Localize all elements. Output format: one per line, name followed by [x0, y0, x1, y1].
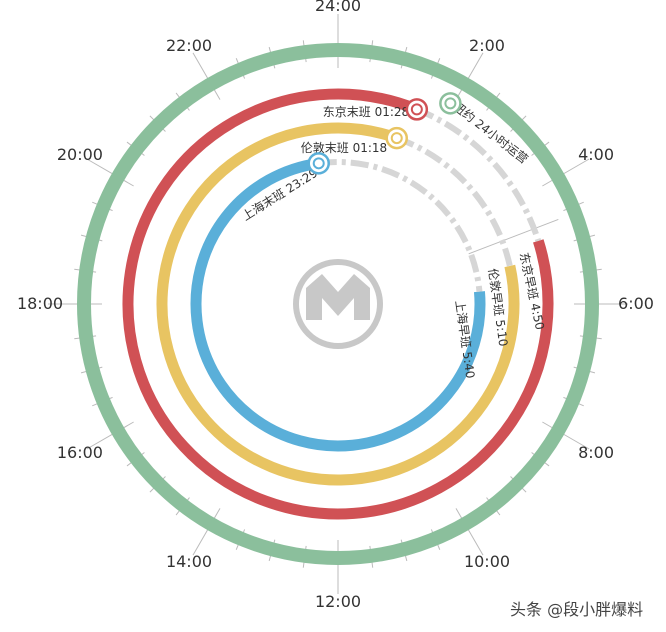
hour-label: 6:00 [618, 294, 654, 313]
hour-labels: 24:00 2:00 4:00 6:00 8:00 10:00 12:00 14:00 16:0… [17, 0, 654, 611]
service-rings [77, 43, 599, 565]
hour-label: 8:00 [578, 443, 614, 462]
london-underground-logo-icon [385, 126, 408, 150]
hour-spoke [468, 218, 559, 255]
hour-label: 14:00 [166, 552, 212, 571]
gap-tokyo [415, 106, 542, 242]
clock-tick [455, 52, 484, 100]
gap-london [395, 135, 513, 267]
hour-label: 4:00 [578, 145, 614, 164]
nyc-subway-logo-icon [439, 92, 462, 115]
no-service-gaps [318, 106, 542, 292]
ring-nyc [77, 43, 599, 565]
gap-shanghai [318, 159, 483, 292]
clock-tick [86, 421, 134, 450]
tokyo-metro-logo-icon [405, 98, 429, 121]
ring-london [156, 122, 520, 486]
hour-spokes [468, 218, 559, 255]
city-logos [307, 92, 462, 175]
hour-label: 22:00 [166, 36, 212, 55]
watermark-text: 头条 @段小胖爆料 [510, 600, 644, 619]
clock-tick [192, 52, 221, 100]
clock-tick [86, 158, 134, 187]
hour-label: 20:00 [57, 145, 103, 164]
clock-tick [192, 508, 221, 556]
hour-label: 18:00 [17, 294, 63, 313]
clock-tick [542, 421, 590, 450]
hour-label: 2:00 [469, 36, 505, 55]
hour-label: 16:00 [57, 443, 103, 462]
ring-tokyo [122, 88, 554, 520]
hour-label: 24:00 [315, 0, 361, 15]
metro-logo-icon [293, 259, 383, 349]
last-train-label-tokyo: 东京末班 01:28 [323, 105, 409, 119]
hour-label: 12:00 [315, 592, 361, 611]
ring-shanghai [190, 157, 486, 452]
last-train-label-london: 伦敦末班 01:18 [301, 140, 387, 155]
clock-tick [542, 158, 590, 187]
hour-label: 10:00 [464, 552, 510, 571]
clock-tick [455, 508, 484, 556]
shanghai-metro-logo-icon [307, 152, 330, 175]
